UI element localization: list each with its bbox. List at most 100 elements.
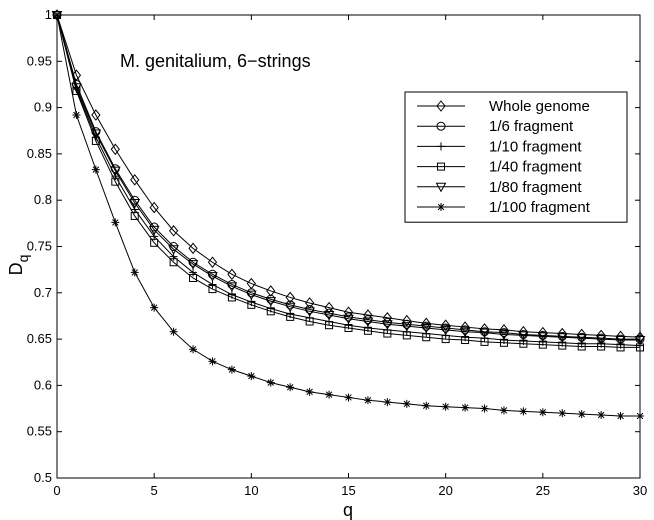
series-line <box>56 14 640 340</box>
data-point <box>420 323 432 334</box>
series-line <box>56 14 640 348</box>
legend-item: Whole genome <box>417 98 590 115</box>
data-point <box>616 411 625 420</box>
data-point <box>363 326 372 335</box>
data-point <box>266 307 275 316</box>
data-point <box>344 323 353 332</box>
data-point <box>129 198 141 209</box>
data-point <box>498 330 510 340</box>
data-point <box>227 293 236 302</box>
y-tick-label: 0.8 <box>34 192 52 207</box>
data-point <box>245 290 257 301</box>
data-point <box>189 345 198 354</box>
data-point <box>150 303 159 312</box>
data-point <box>305 317 314 326</box>
data-point <box>286 312 295 321</box>
data-point <box>480 337 489 346</box>
data-point <box>304 307 315 317</box>
x-tick-label: 10 <box>244 483 258 498</box>
data-point <box>479 323 490 335</box>
data-point <box>265 297 277 307</box>
data-point <box>402 399 411 408</box>
data-point <box>247 372 256 381</box>
y-axis-label: Dq <box>6 255 31 276</box>
y-axis-label-subscript: q <box>15 255 31 263</box>
data-point <box>538 326 548 339</box>
data-point <box>440 325 452 336</box>
data-point <box>148 225 160 236</box>
data-point <box>150 238 159 247</box>
data-point <box>441 402 450 411</box>
data-point <box>189 268 198 277</box>
data-point <box>91 109 101 121</box>
plot-layer: 0 5 10 15 20 25 30 0.5 0.55 0.6 0.65 0.7 0.75 0.8 0.85… <box>27 7 648 498</box>
data-point <box>402 314 412 327</box>
data-point <box>480 404 489 413</box>
data-point <box>441 335 450 344</box>
data-point <box>130 211 139 220</box>
data-point <box>499 406 508 415</box>
legend-item: 1/80 fragment <box>417 179 582 196</box>
data-point <box>266 378 275 387</box>
data-point <box>634 336 646 346</box>
data-point <box>383 329 392 338</box>
legend-marker <box>437 203 445 211</box>
data-point <box>168 245 179 255</box>
data-point <box>577 410 586 419</box>
y-tick-label: 0.7 <box>34 285 52 300</box>
legend-label: 1/80 fragment <box>489 179 582 196</box>
data-point <box>189 273 198 282</box>
data-point <box>188 242 198 255</box>
data-point <box>479 328 490 339</box>
data-point <box>130 174 140 186</box>
data-point <box>284 302 296 313</box>
data-point <box>285 291 295 304</box>
data-point <box>595 335 607 345</box>
data-point <box>111 177 120 186</box>
data-point <box>111 218 120 227</box>
legend-label: 1/10 fragment <box>489 138 582 155</box>
legend-marker <box>435 182 447 193</box>
data-point <box>208 280 217 289</box>
x-tick-label: 0 <box>53 483 60 498</box>
y-tick-label: 0.9 <box>34 100 52 115</box>
data-point <box>597 411 606 420</box>
data-point <box>422 401 431 410</box>
legend-item: 1/10 fragment <box>417 138 582 155</box>
data-point <box>323 311 335 321</box>
data-point <box>459 327 471 338</box>
data-point <box>461 403 470 412</box>
data-point <box>168 224 179 237</box>
data-point <box>382 320 393 330</box>
data-point <box>169 258 178 267</box>
x-tick-label: 15 <box>341 483 355 498</box>
y-axis-label-main: D <box>6 262 26 275</box>
y-tick-label: 0.65 <box>27 331 52 346</box>
data-point <box>325 321 334 330</box>
data-point <box>109 166 121 177</box>
y-tick-label: 0.95 <box>27 53 52 68</box>
legend-item: 1/100 fragment <box>417 199 591 216</box>
y-tick-label: 0.75 <box>27 239 52 254</box>
y-tick-label: 0.5 <box>34 470 52 485</box>
data-point <box>344 393 353 402</box>
data-point <box>556 333 568 343</box>
data-point <box>636 341 644 350</box>
data-point <box>72 111 81 120</box>
data-point <box>362 317 374 328</box>
y-axis-label-group: Dq <box>6 255 31 276</box>
data-point <box>286 383 295 392</box>
legend-label: 1/40 fragment <box>489 159 582 176</box>
series-6 <box>53 11 644 420</box>
data-point <box>110 143 120 156</box>
legend-label: 1/6 fragment <box>489 118 574 135</box>
data-point <box>266 285 276 297</box>
data-point <box>383 398 392 407</box>
data-point <box>53 11 61 19</box>
legend-marker <box>437 142 445 151</box>
chart-annotation: M. genitalium, 6−strings <box>120 51 311 71</box>
legend-marker <box>436 100 446 112</box>
legend-label: 1/100 fragment <box>489 199 591 216</box>
